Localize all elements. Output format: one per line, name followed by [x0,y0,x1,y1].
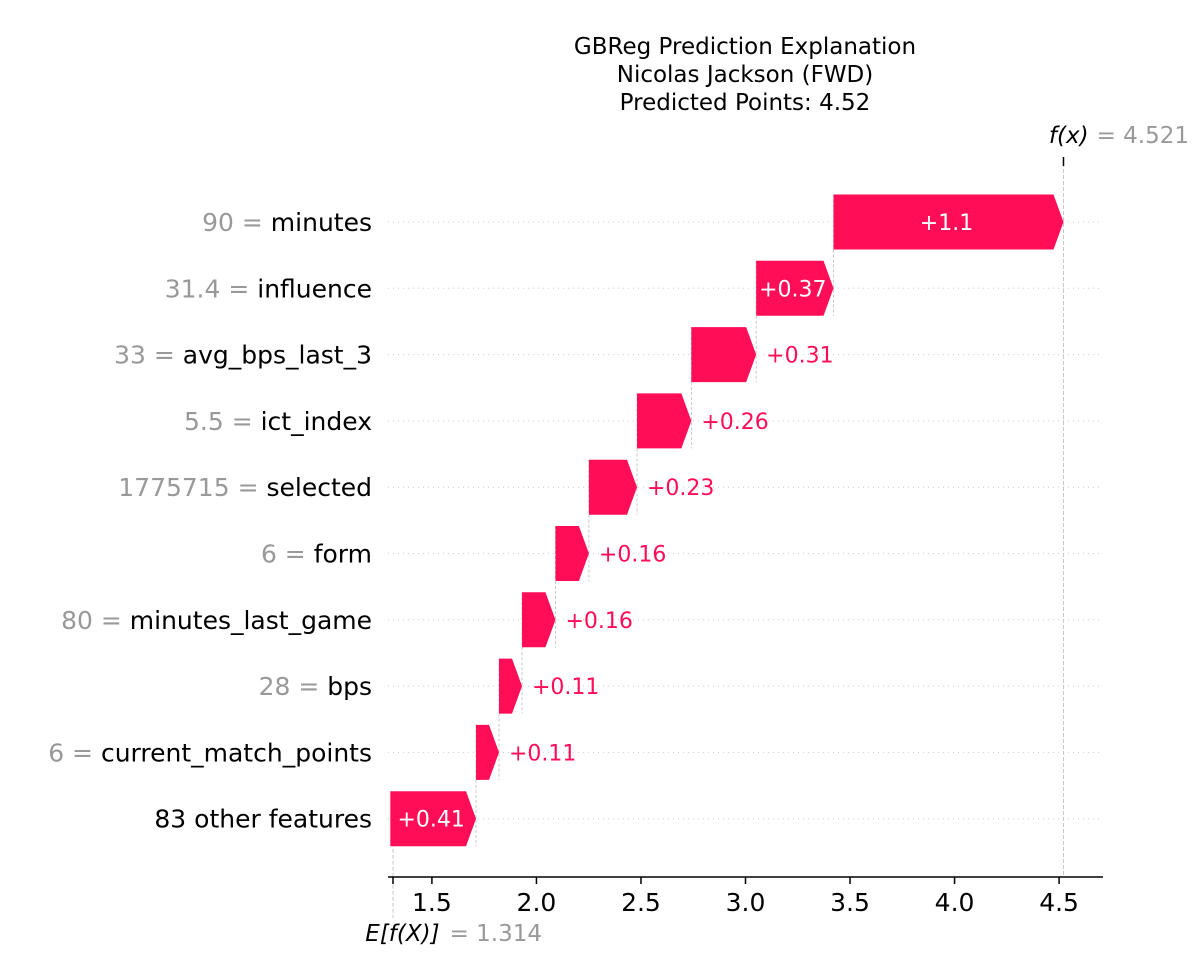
feature-name: ict_index [261,407,372,436]
connector-lines [392,157,1065,918]
chart-title: GBReg Prediction Explanation Nicolas Jac… [574,34,916,116]
title-line-3: Predicted Points: 4.52 [620,90,871,116]
contribution-label: +0.31 [766,344,833,369]
contribution-bar [499,658,523,714]
base-annotation: E[f(X)] = 1.314 [365,921,542,947]
feature-labels: 90 = minutes 31.4 = influence 33 = avg_bps… [48,208,372,834]
feature-name: bps [327,672,372,701]
feature-value: 6 [261,540,277,569]
x-tick-label: 1.5 [412,888,452,917]
feature-label: 1775715 = selected [118,473,372,502]
feature-label: 6 = current_match_points [48,738,372,767]
equals-sign: = [64,738,101,767]
equals-sign: = [230,473,267,502]
feature-value: 80 [61,606,93,635]
feature-name: current_match_points [101,738,372,767]
feature-name: influence [257,274,372,303]
x-tick-label: 2.0 [517,888,557,917]
feature-value: 28 [259,672,291,701]
feature-name: form [314,540,372,569]
contribution-bar [636,393,692,449]
feature-label: 80 = minutes_last_game [61,606,372,635]
output-value: = 4.521 [1097,123,1189,149]
base-value: = 1.314 [450,921,542,947]
contribution-bar [390,791,477,847]
x-tick-label: 3.5 [830,888,870,917]
axis-annotations: f(x) = 4.521 E[f(X)] = 1.314 [365,123,1189,947]
x-tick-label: 4.0 [935,888,975,917]
contribution-bar [588,459,637,515]
feature-value: 33 [114,341,146,370]
feature-name: selected [266,473,372,502]
contribution-label: +0.23 [647,476,714,501]
contribution-bar [833,194,1064,250]
feature-label: 83 other features [154,805,372,834]
contribution-bars: +1.1 +0.37 +0.31 +0.26 +0.23 +0.16 +0.16 +0.11 +… [390,194,1064,847]
contribution-label: +1.1 [920,211,973,236]
feature-value: 31.4 [165,274,221,303]
feature-label: 31.4 = influence [165,274,372,303]
equals-sign: = [290,672,327,701]
feature-name: minutes_last_game [130,606,372,635]
equals-sign: = [224,407,261,436]
feature-value: 1775715 [118,473,229,502]
equals-sign: = [93,606,130,635]
feature-label: 6 = form [261,540,372,569]
feature-label: 28 = bps [259,672,372,701]
contribution-label: +0.11 [509,741,576,766]
contribution-label: +0.16 [599,543,666,568]
equals-sign: = [277,540,314,569]
contribution-label: +0.37 [759,277,826,302]
title-line-2: Nicolas Jackson (FWD) [617,62,874,88]
output-annotation: f(x) = 4.521 [1049,123,1189,149]
feature-value: 5.5 [184,407,224,436]
feature-label: 90 = minutes [202,208,372,237]
x-tick-label: 3.0 [726,888,766,917]
contribution-label: +0.11 [532,675,599,700]
contribution-bar [476,724,500,780]
feature-value: 90 [202,208,234,237]
contribution-bar [691,327,757,383]
contribution-bar [522,592,556,648]
feature-name: minutes [271,208,372,237]
equals-sign: = [220,274,257,303]
feature-name: avg_bps_last_3 [183,341,372,370]
contribution-bar [555,526,589,581]
feature-value: 6 [48,738,64,767]
x-tick-label: 2.5 [621,888,661,917]
row-gridlines [388,221,1103,820]
contribution-bar [756,260,834,316]
equals-sign: = [234,208,271,237]
feature-label: 5.5 = ict_index [184,407,372,436]
feature-label: 33 = avg_bps_last_3 [114,341,372,370]
feature-name: 83 other features [154,805,372,834]
x-axis: 1.5 2.0 2.5 3.0 3.5 4.0 4.5 [388,876,1103,917]
contribution-label: +0.16 [565,609,632,634]
contribution-label: +0.41 [397,808,464,833]
base-label: E[f(X)] [365,921,439,947]
x-tick-label: 4.5 [1039,888,1079,917]
equals-sign: = [146,341,183,370]
contribution-label: +0.26 [701,410,768,435]
title-line-1: GBReg Prediction Explanation [574,34,916,60]
output-label: f(x) [1049,123,1089,149]
